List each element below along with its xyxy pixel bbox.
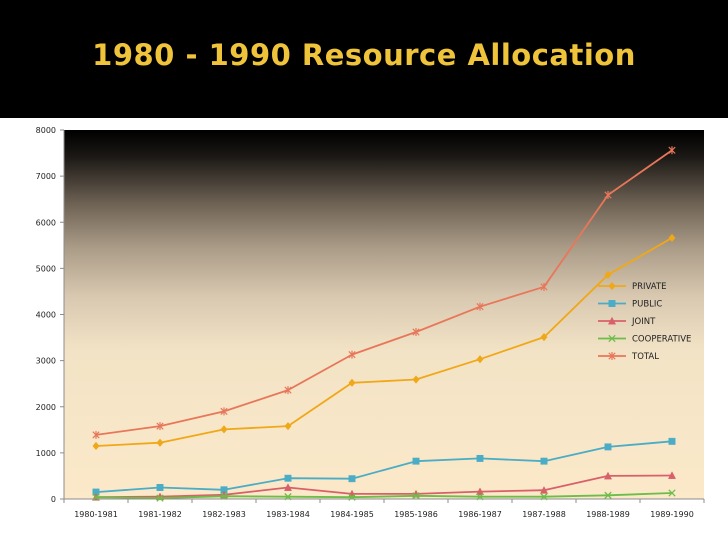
x-tick-label: 1980-1981 bbox=[74, 510, 118, 519]
data-point-public bbox=[668, 437, 676, 445]
data-point-public bbox=[284, 474, 292, 482]
data-point-private bbox=[412, 375, 420, 384]
x-tick-label: 1986-1987 bbox=[458, 510, 502, 519]
data-point-total bbox=[156, 422, 164, 431]
y-tick-label: 7000 bbox=[36, 172, 56, 181]
data-point-total bbox=[476, 302, 484, 311]
series-line-total bbox=[95, 149, 673, 436]
x-tick-label: 1987-1988 bbox=[522, 510, 566, 519]
data-point-public bbox=[540, 457, 548, 465]
data-point-total bbox=[668, 146, 676, 155]
legend-item-public: PUBLIC bbox=[598, 300, 662, 310]
data-point-cooperative bbox=[92, 493, 100, 501]
x-tick-label: 1981-1982 bbox=[138, 510, 182, 519]
data-point-private bbox=[284, 421, 292, 431]
data-point-total bbox=[348, 350, 356, 359]
x-tick-label: 1982-1983 bbox=[202, 510, 246, 519]
data-point-total bbox=[92, 430, 100, 439]
data-point-cooperative bbox=[668, 489, 676, 497]
data-point-private bbox=[348, 378, 356, 387]
data-point-public bbox=[156, 484, 164, 491]
data-point-public bbox=[604, 443, 612, 451]
y-tick-label: 8000 bbox=[36, 126, 56, 135]
data-point-cooperative bbox=[412, 492, 420, 500]
x-tick-label: 1984-1985 bbox=[330, 510, 374, 519]
data-point-cooperative bbox=[284, 493, 292, 501]
chart-panel: 0 1000 2000 3000 4000 5000 6000 7000 8000 1980-19… bbox=[0, 118, 728, 546]
data-point-joint bbox=[539, 485, 549, 494]
data-point-private bbox=[220, 425, 228, 434]
x-tick-label: 1988-1989 bbox=[586, 510, 630, 519]
data-point-cooperative bbox=[156, 494, 164, 502]
data-point-total bbox=[284, 386, 292, 395]
data-point-joint bbox=[667, 471, 677, 479]
series-cooperative bbox=[92, 489, 676, 502]
data-point-private bbox=[668, 233, 676, 243]
x-tick-label: 1989-1990 bbox=[650, 510, 694, 519]
line-chart: 0 1000 2000 3000 4000 5000 6000 7000 8000 1980-19… bbox=[36, 126, 705, 519]
legend-label-joint: JOINT bbox=[631, 317, 656, 327]
data-point-public bbox=[412, 457, 420, 465]
plot-area bbox=[64, 130, 704, 499]
legend-marker-total bbox=[608, 352, 616, 360]
data-point-cooperative bbox=[348, 493, 356, 501]
data-point-private bbox=[156, 438, 164, 447]
y-tick-label: 5000 bbox=[36, 264, 56, 273]
series-line-public bbox=[95, 440, 673, 493]
data-point-joint bbox=[283, 483, 293, 491]
data-point-cooperative bbox=[540, 493, 548, 501]
data-point-private bbox=[476, 355, 484, 364]
series-line-private bbox=[95, 237, 673, 447]
data-point-total bbox=[412, 328, 420, 337]
data-point-total bbox=[604, 191, 612, 200]
series-line-joint bbox=[95, 474, 673, 499]
y-tick-label: 1000 bbox=[36, 449, 56, 458]
data-point-private bbox=[540, 332, 548, 342]
y-tick-label: 0 bbox=[51, 495, 56, 504]
legend-item-total: TOTAL bbox=[598, 352, 659, 362]
y-tick-label: 2000 bbox=[36, 403, 56, 412]
series-public bbox=[92, 437, 676, 496]
x-tick-label: 1985-1986 bbox=[394, 510, 438, 519]
y-tick-label: 4000 bbox=[36, 311, 56, 320]
y-tick-label: 3000 bbox=[36, 357, 56, 366]
y-tick-label: 6000 bbox=[36, 218, 56, 227]
slide-title: 1980 - 1990 Resource Allocation bbox=[92, 38, 636, 72]
legend: PRIVATE PUBLIC JOINT COOPERATIVE TOTAL bbox=[598, 281, 691, 362]
legend-label-private: PRIVATE bbox=[632, 282, 667, 292]
series-total bbox=[92, 146, 676, 439]
data-point-private bbox=[604, 270, 612, 280]
legend-marker-public bbox=[608, 300, 616, 307]
data-point-joint bbox=[475, 487, 485, 496]
legend-marker-private bbox=[608, 281, 616, 291]
series-line-cooperative bbox=[95, 492, 673, 500]
data-point-cooperative bbox=[220, 492, 228, 500]
legend-item-joint: JOINT bbox=[598, 316, 656, 327]
legend-item-private: PRIVATE bbox=[598, 281, 667, 292]
data-point-cooperative bbox=[476, 493, 484, 501]
legend-marker-joint bbox=[607, 316, 617, 325]
data-point-cooperative bbox=[604, 491, 612, 499]
legend-item-cooperative: COOPERATIVE bbox=[598, 335, 691, 345]
legend-label-cooperative: COOPERATIVE bbox=[632, 335, 691, 345]
data-point-private bbox=[92, 441, 100, 451]
legend-marker-cooperative bbox=[608, 334, 616, 343]
legend-label-total: TOTAL bbox=[631, 352, 659, 362]
data-point-public bbox=[348, 475, 356, 483]
data-point-public bbox=[476, 454, 484, 462]
data-point-total bbox=[540, 282, 548, 291]
series-private bbox=[92, 233, 676, 451]
legend-label-public: PUBLIC bbox=[632, 300, 662, 310]
x-tick-label: 1983-1984 bbox=[266, 510, 310, 519]
data-point-joint bbox=[603, 471, 613, 480]
data-point-total bbox=[220, 407, 228, 416]
